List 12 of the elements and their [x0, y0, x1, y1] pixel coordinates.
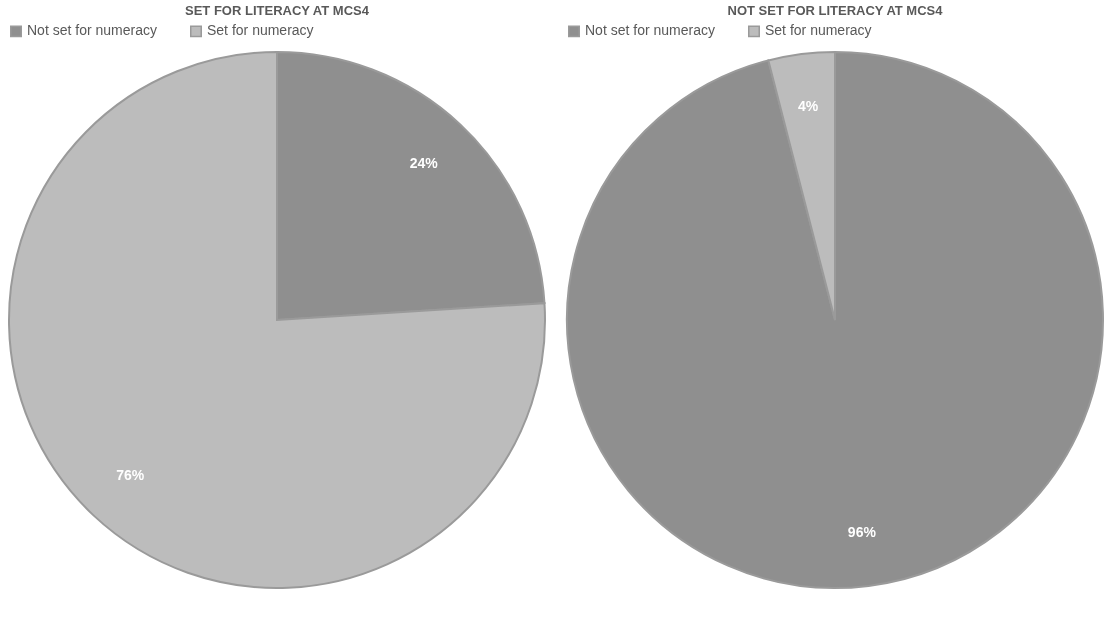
- data-label: 96%: [847, 523, 877, 540]
- pie-slice: [8, 51, 546, 589]
- legend-label: Not set for numeracy: [27, 22, 157, 39]
- legend-label: Set for numeracy: [207, 22, 314, 39]
- data-label: 4%: [798, 98, 819, 115]
- legend-label: Not set for numeracy: [585, 22, 715, 39]
- chart-title: NOT SET FOR LITERACY AT MCS4: [727, 3, 944, 18]
- pie-slice: [566, 51, 1104, 589]
- data-label: 76%: [116, 467, 145, 484]
- data-label: 24%: [409, 154, 439, 171]
- chart-title: SET FOR LITERACY AT MCS4: [185, 3, 370, 18]
- legend-label: Set for numeracy: [765, 22, 872, 39]
